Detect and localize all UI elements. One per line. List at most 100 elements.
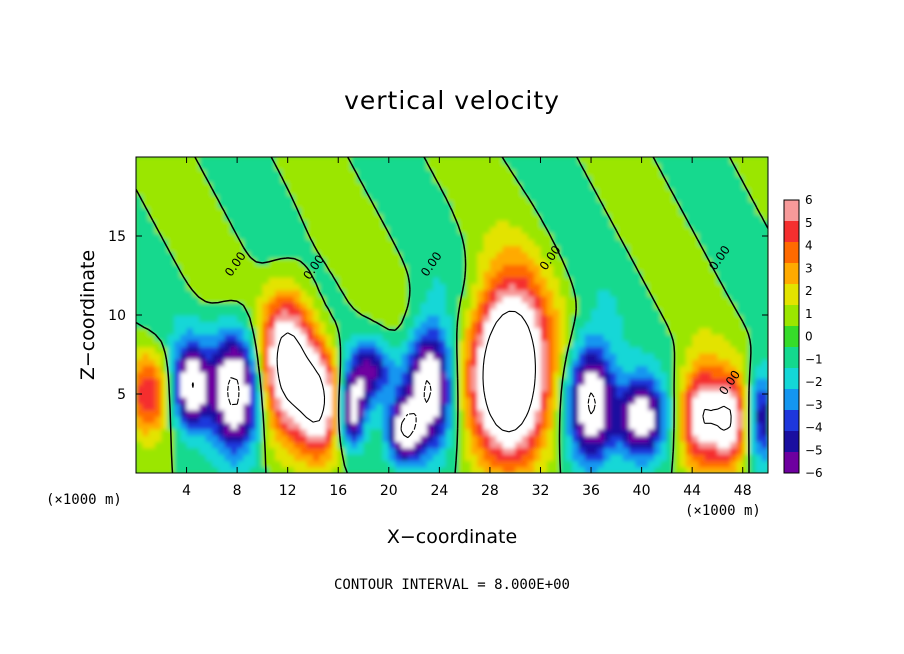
heatmap-cell <box>565 315 573 322</box>
heatmap-cell <box>237 340 245 348</box>
heatmap-cell <box>249 321 257 329</box>
heatmap-cell <box>192 201 200 209</box>
heatmap-cell <box>300 277 308 284</box>
heatmap-cell <box>148 201 156 209</box>
heatmap-cell <box>698 447 706 455</box>
heatmap-cell <box>249 428 257 436</box>
heatmap-cell <box>218 352 226 360</box>
heatmap-cell <box>553 365 561 373</box>
heatmap-cell <box>306 315 314 322</box>
heatmap-cell <box>211 352 219 360</box>
heatmap-cell <box>761 447 768 455</box>
heatmap-cell <box>376 454 384 461</box>
heatmap-cell <box>730 258 737 266</box>
heatmap-cell <box>578 352 586 360</box>
heatmap-cell <box>666 321 674 329</box>
heatmap-cell <box>578 157 586 164</box>
heatmap-cell <box>445 390 453 398</box>
heatmap-cell <box>521 258 529 266</box>
heatmap-cell <box>369 371 377 379</box>
heatmap-cell <box>527 321 535 329</box>
heatmap-cell <box>287 188 295 196</box>
heatmap-cell <box>673 232 681 240</box>
heatmap-cell <box>698 346 706 354</box>
heatmap-cell <box>294 245 301 253</box>
heatmap-cell <box>433 384 440 392</box>
heatmap-cell <box>136 447 143 455</box>
heatmap-cell <box>300 270 308 278</box>
heatmap-cell <box>603 245 611 253</box>
heatmap-cell <box>376 441 384 449</box>
heatmap-cell <box>477 157 485 164</box>
heatmap-cell <box>736 289 744 297</box>
heatmap-cell <box>180 245 188 253</box>
heatmap-cell <box>628 182 636 190</box>
heatmap-cell <box>237 213 245 221</box>
heatmap-cell <box>761 359 768 367</box>
heatmap-cell <box>477 194 485 202</box>
heatmap-cell <box>300 258 308 266</box>
heatmap-cell <box>698 239 706 247</box>
heatmap-cell <box>275 163 282 171</box>
heatmap-cell <box>433 239 440 247</box>
heatmap-cell <box>382 169 390 177</box>
heatmap-cell <box>199 359 207 367</box>
heatmap-cell <box>704 182 712 190</box>
heatmap-cell <box>666 365 674 373</box>
heatmap-cell <box>287 289 295 297</box>
heatmap-cell <box>344 283 352 291</box>
heatmap-cell <box>641 378 649 386</box>
heatmap-cell <box>401 239 409 247</box>
heatmap-cell <box>180 213 188 221</box>
heatmap-cell <box>749 169 756 177</box>
heatmap-cell <box>395 277 403 284</box>
heatmap-cell <box>546 251 554 259</box>
heatmap-cell <box>761 289 768 297</box>
heatmap-cell <box>660 194 668 202</box>
heatmap-cell <box>616 378 624 386</box>
heatmap-cell <box>704 390 712 398</box>
heatmap-cell <box>458 378 466 386</box>
heatmap-cell <box>470 327 478 335</box>
heatmap-cell <box>395 289 403 297</box>
heatmap-cell <box>622 258 630 266</box>
heatmap-cell <box>186 346 194 354</box>
heatmap-cell <box>749 371 756 379</box>
heatmap-cell <box>281 466 289 473</box>
heatmap-cell <box>154 327 162 335</box>
heatmap-cell <box>237 163 245 171</box>
heatmap-cell <box>730 226 737 234</box>
heatmap-cell <box>312 397 320 405</box>
heatmap-cell <box>742 289 750 297</box>
heatmap-cell <box>395 182 403 190</box>
heatmap-cell <box>749 163 756 171</box>
heatmap-cell <box>237 188 245 196</box>
heatmap-cell <box>287 251 295 259</box>
heatmap-cell <box>154 245 162 253</box>
heatmap-cell <box>546 352 554 360</box>
heatmap-cell <box>628 163 636 171</box>
heatmap-cell <box>312 175 320 183</box>
heatmap-cell <box>578 416 586 424</box>
heatmap-cell <box>148 258 156 266</box>
heatmap-cell <box>218 264 226 272</box>
heatmap-cell <box>610 226 617 234</box>
heatmap-cell <box>616 435 624 442</box>
heatmap-cell <box>635 283 643 291</box>
heatmap-cell <box>136 270 143 278</box>
heatmap-cell <box>142 188 150 196</box>
heatmap-cell <box>376 447 384 455</box>
heatmap-cell <box>243 441 251 449</box>
heatmap-cell <box>331 333 339 341</box>
heatmap-cell <box>439 289 447 297</box>
heatmap-cell <box>237 403 245 411</box>
heatmap-cell <box>173 435 181 442</box>
heatmap-cell <box>180 232 188 240</box>
heatmap-cell <box>407 175 415 183</box>
heatmap-cell <box>565 302 573 310</box>
heatmap-cell <box>698 188 706 196</box>
heatmap-cell <box>591 365 598 373</box>
heatmap-cell <box>591 239 598 247</box>
heatmap-cell <box>205 188 213 196</box>
heatmap-cell <box>730 378 737 386</box>
